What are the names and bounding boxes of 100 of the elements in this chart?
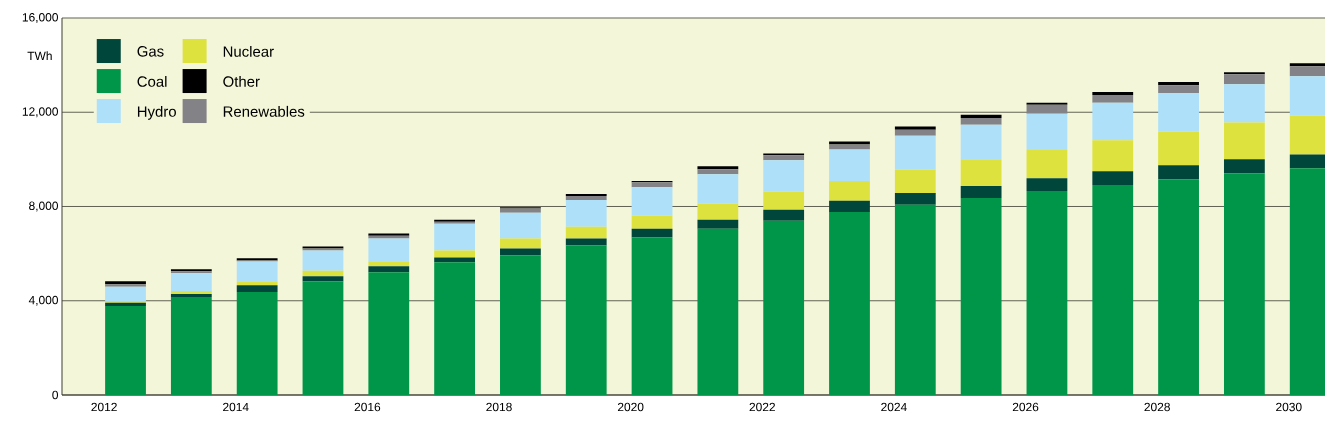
x-tick-label: 2018 xyxy=(486,402,512,412)
bar xyxy=(1026,104,1068,114)
bar xyxy=(697,203,739,220)
legend-label: Hydro xyxy=(137,105,176,120)
x-tick-label: 2028 xyxy=(1144,402,1170,412)
bar xyxy=(631,182,673,188)
bar xyxy=(829,181,870,201)
x-tick-label: 2026 xyxy=(1012,402,1039,412)
bar xyxy=(697,174,739,204)
bar xyxy=(170,296,212,395)
bar xyxy=(960,124,1002,160)
bar xyxy=(1026,190,1068,395)
x-tick-label: 2014 xyxy=(223,402,249,412)
bar xyxy=(1092,185,1134,395)
bar xyxy=(763,209,805,221)
x-tick-label: 2030 xyxy=(1276,402,1302,412)
bar xyxy=(565,226,607,239)
bar xyxy=(763,160,805,192)
bar xyxy=(697,219,739,229)
bar xyxy=(894,193,936,205)
bar xyxy=(565,195,607,200)
y-tick-label: 8,000 xyxy=(29,201,59,212)
bar xyxy=(829,211,870,395)
bar xyxy=(1223,159,1265,174)
bar xyxy=(697,228,739,395)
bar xyxy=(697,166,739,170)
bar xyxy=(500,238,541,249)
bar xyxy=(1026,149,1068,179)
bar xyxy=(1158,179,1199,395)
bar xyxy=(894,169,936,194)
bar xyxy=(960,114,1002,118)
bar xyxy=(894,204,936,395)
bar xyxy=(1026,178,1068,191)
bar xyxy=(434,257,475,263)
bar xyxy=(565,245,607,395)
y-tick-label: 16,000 xyxy=(22,13,59,23)
bar xyxy=(434,223,475,251)
bar xyxy=(1223,84,1265,123)
y-tick-label: 4,000 xyxy=(28,295,59,306)
bar xyxy=(368,238,410,262)
bar xyxy=(368,272,410,395)
bar xyxy=(631,215,673,229)
bar xyxy=(565,199,607,227)
bar xyxy=(368,266,410,273)
bar xyxy=(1158,82,1199,86)
bar xyxy=(1223,72,1265,75)
bar xyxy=(960,198,1002,395)
bar xyxy=(302,281,344,395)
bar xyxy=(1223,74,1265,85)
legend-label: Gas xyxy=(137,46,164,57)
bar xyxy=(302,270,344,277)
bar xyxy=(236,292,278,395)
legend-label: Other xyxy=(223,75,260,87)
bar xyxy=(829,200,870,212)
bar xyxy=(368,261,410,267)
bar xyxy=(960,159,1002,186)
bar xyxy=(829,141,870,145)
bar xyxy=(1092,95,1134,103)
y-tick-label: 12,000 xyxy=(22,107,59,118)
legend-label: Nuclear xyxy=(223,45,274,57)
bar xyxy=(302,250,344,271)
bar xyxy=(697,169,739,175)
bar xyxy=(960,117,1002,125)
bar xyxy=(434,262,475,395)
bar xyxy=(894,126,936,130)
bar xyxy=(1223,122,1265,160)
bar xyxy=(105,305,146,395)
bar xyxy=(1158,85,1199,93)
bar xyxy=(960,186,1002,199)
bar xyxy=(500,208,541,213)
x-tick-label: 2020 xyxy=(617,402,644,412)
bar xyxy=(763,220,805,395)
bar xyxy=(236,281,278,286)
bar xyxy=(500,255,541,395)
y-tick-label: 0 xyxy=(52,390,59,400)
bar xyxy=(1092,91,1134,96)
bar xyxy=(1026,113,1068,150)
legend-label: Renewables xyxy=(223,105,305,117)
bar xyxy=(763,191,805,210)
bar xyxy=(1158,165,1199,180)
x-tick-label: 2012 xyxy=(91,402,117,412)
x-tick-label: 2022 xyxy=(749,402,775,412)
bar xyxy=(236,261,278,282)
bar xyxy=(631,228,673,238)
bar xyxy=(236,285,278,293)
bar xyxy=(1092,102,1134,141)
bar xyxy=(1092,171,1134,186)
bar xyxy=(1158,92,1199,132)
bar xyxy=(894,129,936,136)
bar xyxy=(631,237,673,395)
bar xyxy=(894,135,936,170)
bar xyxy=(1158,131,1199,166)
bar xyxy=(763,155,805,161)
bar xyxy=(1223,173,1265,395)
bar xyxy=(500,248,541,256)
bar xyxy=(565,238,607,246)
legend-label: Coal xyxy=(137,75,167,87)
bar xyxy=(1092,140,1134,172)
y-axis-title: TWh xyxy=(27,51,52,61)
bar xyxy=(302,276,344,282)
